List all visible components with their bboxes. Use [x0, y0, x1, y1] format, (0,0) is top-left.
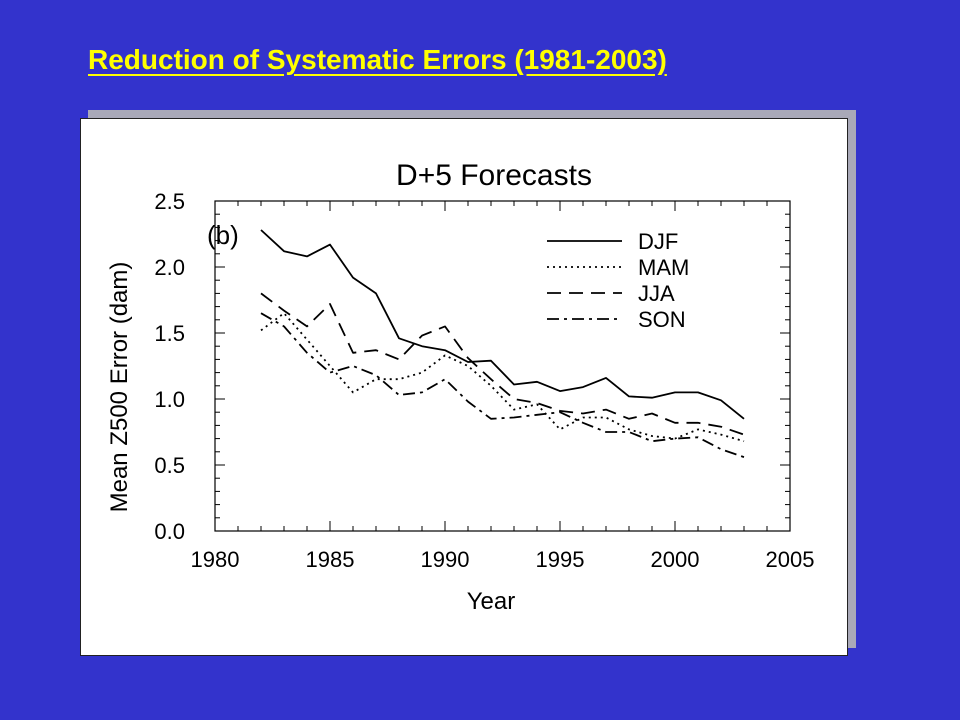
x-axis-label: Year [467, 588, 516, 615]
y-tick-label: 0.0 [154, 519, 185, 544]
series-line-mam [260, 312, 745, 443]
y-tick-label: 2.0 [154, 255, 185, 280]
legend-label-mam: MAM [638, 255, 689, 280]
legend-label-djf: DJF [638, 229, 678, 254]
y-tick-label: 1.0 [154, 387, 185, 412]
legend-label-son: SON [638, 307, 686, 332]
plot-frame [214, 200, 791, 532]
panel-label: (b) [207, 220, 239, 250]
y-axis-label: Mean Z500 Error (dam) [106, 262, 133, 513]
chart-title: D+5 Forecasts [396, 159, 592, 192]
series-line-jja [260, 292, 745, 436]
x-tick-label: 1990 [421, 547, 470, 572]
x-tick-label: 1985 [306, 547, 355, 572]
y-tick-label: 0.5 [154, 453, 185, 478]
y-tick-label: 2.5 [154, 189, 185, 214]
y-tick-label: 1.5 [154, 321, 185, 346]
x-tick-label: 2000 [651, 547, 700, 572]
x-tick-label: 1980 [191, 547, 240, 572]
x-tick-label: 2005 [766, 547, 815, 572]
slide-title: Reduction of Systematic Errors (1981-200… [88, 44, 667, 75]
series-line-son [260, 312, 745, 458]
figure-card: D+5 Forecasts (b) Year Mean Z500 Error (… [80, 118, 848, 656]
series-line-djf [260, 229, 745, 420]
x-tick-label: 1995 [536, 547, 585, 572]
line-chart: D+5 Forecasts (b) Year Mean Z500 Error (… [106, 159, 815, 615]
legend-label-jja: JJA [638, 281, 675, 306]
